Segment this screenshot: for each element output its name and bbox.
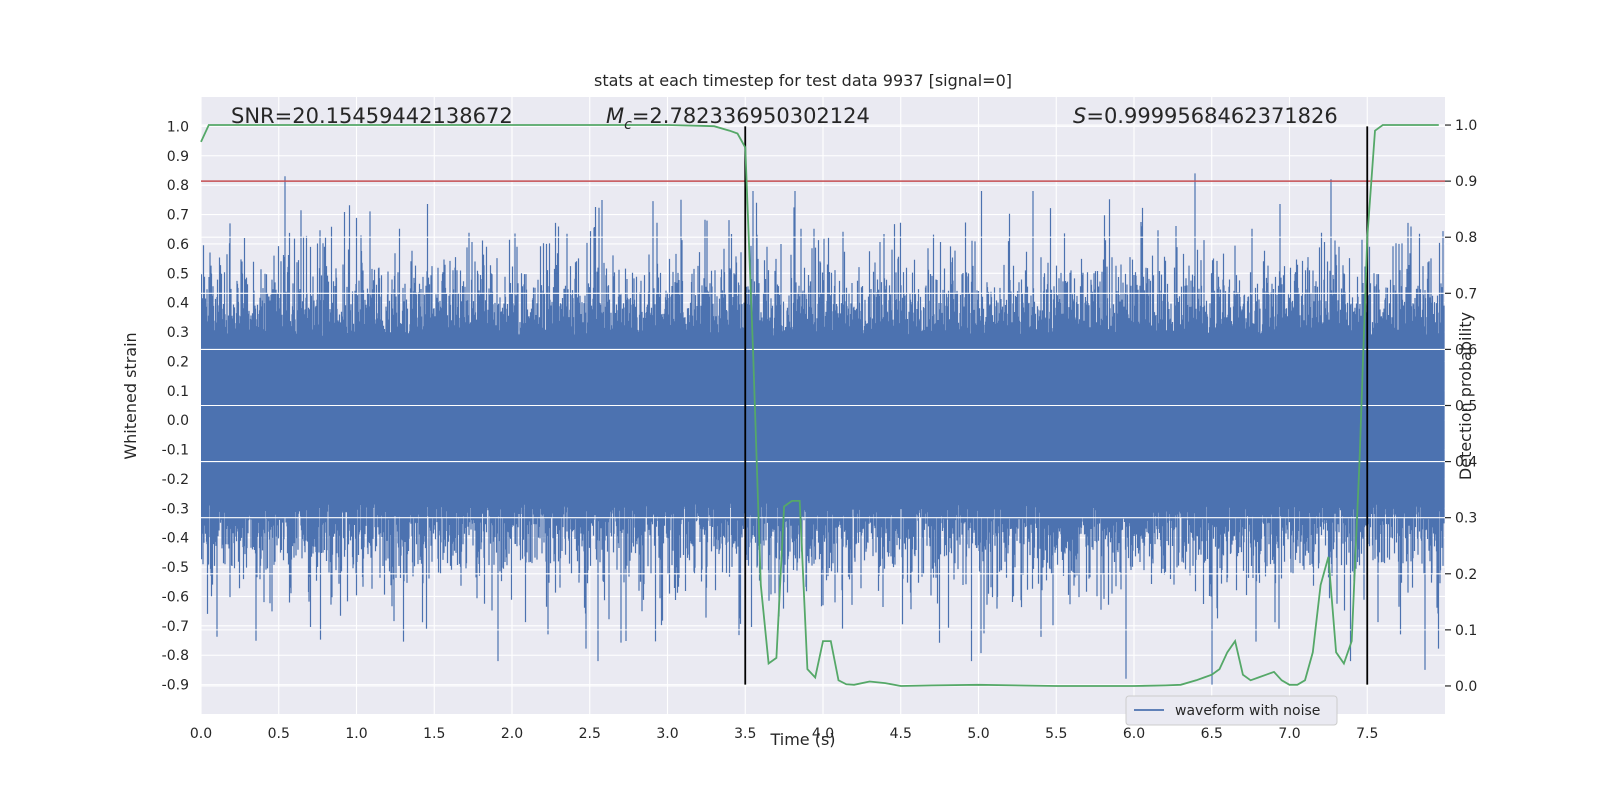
y-tick-label: 0.6 <box>167 237 189 253</box>
legend: waveform with noise <box>1125 695 1338 726</box>
detection-probability-line <box>200 124 1439 687</box>
vertical-markers <box>744 126 1369 685</box>
waveform-line <box>201 173 1445 685</box>
right-y-tick-label: 0.0 <box>1455 679 1477 695</box>
x-tick-label: 7.5 <box>1356 726 1378 742</box>
right-y-tick-label: 0.1 <box>1455 623 1477 639</box>
snr-annotation: SNR=20.15459442138672 <box>231 104 513 128</box>
chart-title: stats at each timestep for test data 993… <box>594 71 1012 90</box>
chirp-mass-annotation: Mc=2.782336950302124 <box>606 104 870 133</box>
y-axis-label: Whitened strain <box>121 332 140 459</box>
x-tick-label: 0.0 <box>190 726 212 742</box>
y-tick-label: -0.2 <box>162 472 189 488</box>
right-y-tick-label: 0.4 <box>1455 455 1477 471</box>
legend-waveform-label: waveform with noise <box>1175 703 1320 719</box>
right-y-axis-label: Detection probability <box>1456 312 1475 480</box>
chirp-mass-value: =2.782336950302124 <box>632 104 870 128</box>
waveform-series <box>201 173 1445 685</box>
score-value: =0.9999568462371826 <box>1086 104 1337 128</box>
right-y-tick-label: 0.8 <box>1455 230 1477 246</box>
x-tick-label: 4.0 <box>812 726 834 742</box>
right-y-tick-label: 0.6 <box>1455 342 1477 358</box>
y-tick-label: -0.5 <box>162 560 189 576</box>
y-tick-label: -0.8 <box>162 648 189 664</box>
right-y-tick-label: 0.2 <box>1455 567 1477 583</box>
y-tick-label: 0.5 <box>167 266 189 282</box>
right-y-axis-ticks: 1.0 0.9 0.8 0.7 0.6 0.5 0.4 0.3 0.2 0.1 0.0 <box>1445 118 1477 695</box>
y-tick-label: 0.0 <box>167 413 189 429</box>
y-tick-label: 0.7 <box>167 208 189 224</box>
y-tick-label: 0.4 <box>167 296 189 312</box>
chirp-mass-symbol: M <box>606 104 624 128</box>
legend-box <box>1125 695 1338 726</box>
y-tick-label: 1.0 <box>167 119 189 135</box>
x-tick-label: 3.5 <box>734 726 756 742</box>
x-tick-label: 3.0 <box>656 726 678 742</box>
y-tick-label: -0.4 <box>162 531 189 547</box>
y-tick-label: 0.1 <box>167 384 189 400</box>
y-tick-label: -0.9 <box>162 678 189 694</box>
right-y-tick-label: 0.9 <box>1455 174 1477 190</box>
x-tick-label: 6.5 <box>1201 726 1223 742</box>
x-tick-label: 7.0 <box>1278 726 1300 742</box>
score-symbol: S <box>1073 104 1086 128</box>
x-tick-label: 2.0 <box>501 726 523 742</box>
x-tick-label: 1.5 <box>423 726 445 742</box>
y-tick-label: 0.3 <box>167 325 189 341</box>
right-y-tick-label: 1.0 <box>1455 118 1477 134</box>
y-tick-label: -0.6 <box>162 589 189 605</box>
right-y-tick-label: 0.3 <box>1455 511 1477 527</box>
x-tick-label: 5.5 <box>1045 726 1067 742</box>
x-axis-ticks: 0.0 0.5 1.0 1.5 2.0 2.5 3.0 3.5 4.0 4.5 5.0 5.5 6.0 6… <box>190 726 1379 742</box>
right-y-tick-label: 0.5 <box>1455 399 1477 415</box>
y-tick-label: 0.2 <box>167 354 189 370</box>
y-tick-label: 0.8 <box>167 178 189 194</box>
x-tick-label: 0.5 <box>268 726 290 742</box>
x-axis-label: Time (s) <box>769 730 835 749</box>
x-tick-label: 1.0 <box>345 726 367 742</box>
score-annotation: S=0.9999568462371826 <box>1073 104 1338 128</box>
y-tick-label: -0.3 <box>162 501 189 517</box>
x-tick-label: 5.0 <box>967 726 989 742</box>
right-y-tick-label: 0.7 <box>1455 286 1477 302</box>
x-tick-label: 2.5 <box>579 726 601 742</box>
chirp-mass-subscript: c <box>624 117 632 133</box>
y-tick-label: 0.9 <box>167 149 189 165</box>
y-tick-label: -0.1 <box>162 443 189 459</box>
y-axis-ticks: 1.0 0.9 0.8 0.7 0.6 0.5 0.4 0.3 0.2 0.1 0.0 -0.1 -0.… <box>162 119 189 693</box>
x-tick-label: 6.0 <box>1123 726 1145 742</box>
x-tick-label: 4.5 <box>890 726 912 742</box>
y-tick-label: -0.7 <box>162 619 189 635</box>
